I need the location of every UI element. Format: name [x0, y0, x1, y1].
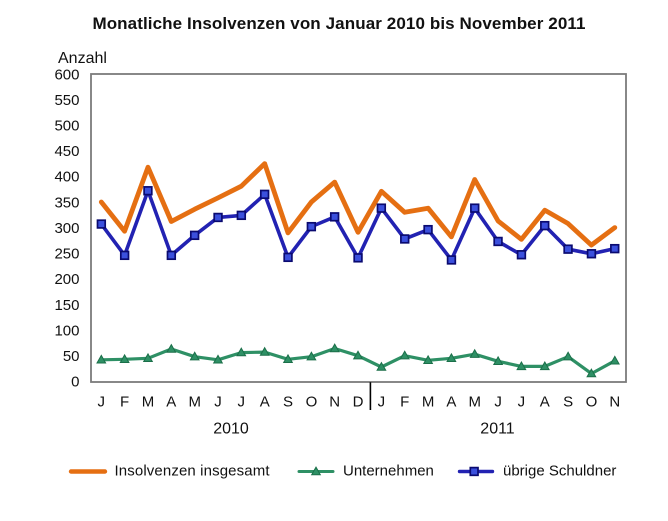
svg-text:N: N: [609, 394, 620, 411]
svg-text:50: 50: [63, 348, 80, 365]
svg-text:S: S: [283, 394, 293, 411]
svg-text:A: A: [260, 394, 270, 411]
svg-text:O: O: [306, 394, 318, 411]
svg-text:S: S: [563, 394, 573, 411]
svg-text:350: 350: [54, 194, 79, 211]
svg-text:2011: 2011: [480, 421, 515, 438]
svg-text:500: 500: [54, 118, 79, 135]
svg-text:0: 0: [71, 374, 79, 391]
svg-text:M: M: [142, 394, 155, 411]
svg-text:N: N: [329, 394, 340, 411]
svg-text:J: J: [238, 394, 246, 411]
svg-text:J: J: [518, 394, 526, 411]
svg-text:250: 250: [54, 246, 79, 263]
svg-text:F: F: [400, 394, 409, 411]
svg-text:A: A: [166, 394, 176, 411]
svg-text:300: 300: [54, 220, 79, 237]
svg-text:2010: 2010: [213, 421, 249, 438]
svg-text:M: M: [422, 394, 435, 411]
svg-text:A: A: [540, 394, 550, 411]
svg-text:F: F: [120, 394, 129, 411]
svg-text:J: J: [494, 394, 502, 411]
svg-text:Unternehmen: Unternehmen: [343, 463, 434, 480]
svg-text:550: 550: [54, 92, 79, 109]
svg-text:Monatliche Insolvenzen von Jan: Monatliche Insolvenzen von Januar 2010 b…: [92, 14, 585, 33]
svg-text:Insolvenzen insgesamt: Insolvenzen insgesamt: [115, 463, 271, 480]
svg-text:100: 100: [54, 322, 79, 339]
svg-text:150: 150: [54, 297, 79, 314]
svg-text:200: 200: [54, 271, 79, 288]
svg-text:M: M: [188, 394, 201, 411]
svg-text:D: D: [353, 394, 364, 411]
svg-text:J: J: [214, 394, 222, 411]
svg-text:übrige Schuldner: übrige Schuldner: [503, 463, 616, 480]
svg-text:J: J: [378, 394, 386, 411]
svg-text:400: 400: [54, 169, 79, 186]
svg-text:M: M: [468, 394, 481, 411]
svg-text:O: O: [586, 394, 598, 411]
svg-text:J: J: [98, 394, 106, 411]
svg-text:Anzahl: Anzahl: [58, 50, 107, 67]
svg-text:450: 450: [54, 143, 79, 160]
svg-text:600: 600: [54, 66, 79, 83]
svg-text:A: A: [446, 394, 456, 411]
